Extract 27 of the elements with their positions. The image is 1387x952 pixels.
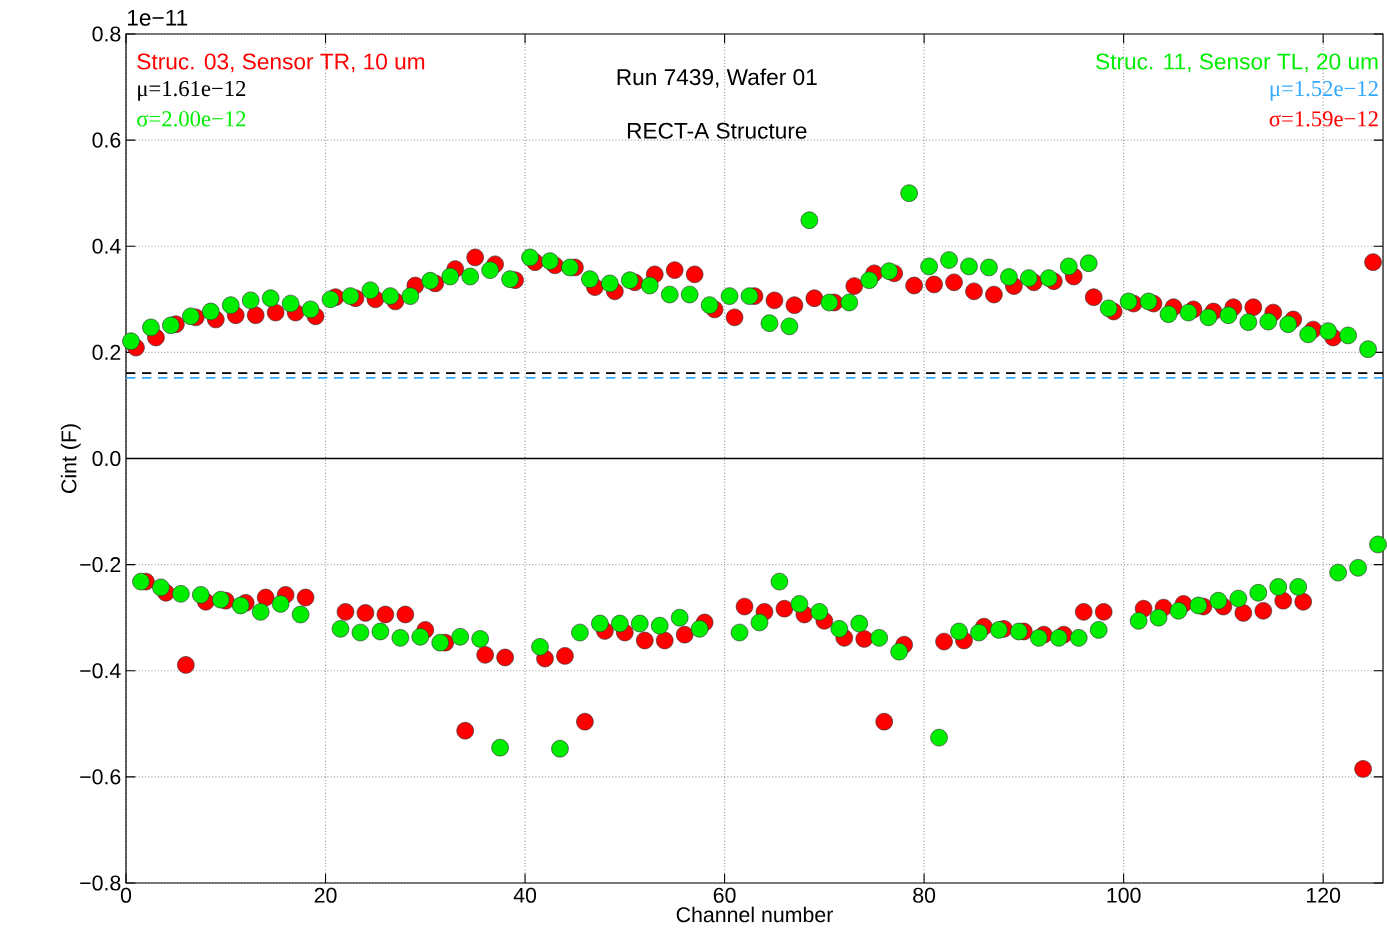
y-tick-label: 0.6 <box>92 132 121 148</box>
y-axis-title: Cint (F) <box>60 424 81 493</box>
annotation: Run 7439, Wafer 01 <box>617 68 817 88</box>
y-tick-label: −0.6 <box>80 769 121 785</box>
x-tick-label: 20 <box>314 887 337 903</box>
y-tick-label: −0.4 <box>80 663 121 679</box>
annotation: μ=1.52e−12 <box>1270 80 1378 101</box>
y-tick-label: 0.2 <box>92 344 121 360</box>
annotation: RECT-A Structure <box>627 122 807 139</box>
annotation: σ=2.00e−12 <box>137 111 246 127</box>
annotation: Struc. 03, Sensor TR, 10 um <box>137 53 425 73</box>
annotation: Struc. 11, Sensor TL, 20 um <box>1096 53 1378 73</box>
y-tick-label: 0.8 <box>92 26 121 42</box>
y-tick-label: −0.2 <box>80 557 121 573</box>
x-tick-label: 0 <box>120 887 132 903</box>
text: 1e−11 <box>128 9 188 26</box>
x-tick-label: 60 <box>713 887 736 903</box>
x-tick-label: 120 <box>1307 887 1341 903</box>
x-axis-title: Channel number <box>676 906 833 923</box>
x-tick-label: 80 <box>913 887 936 903</box>
x-tick-label: 40 <box>513 887 537 903</box>
x-tick-label: 100 <box>1107 887 1141 903</box>
annotation: σ=1.59e−12 <box>1269 111 1378 127</box>
annotation: μ=1.61e−12 <box>138 80 246 101</box>
y-tick-label: 0.4 <box>92 238 121 254</box>
y-tick-label: 0.0 <box>92 450 121 467</box>
y-tick-label: −0.8 <box>80 875 121 891</box>
